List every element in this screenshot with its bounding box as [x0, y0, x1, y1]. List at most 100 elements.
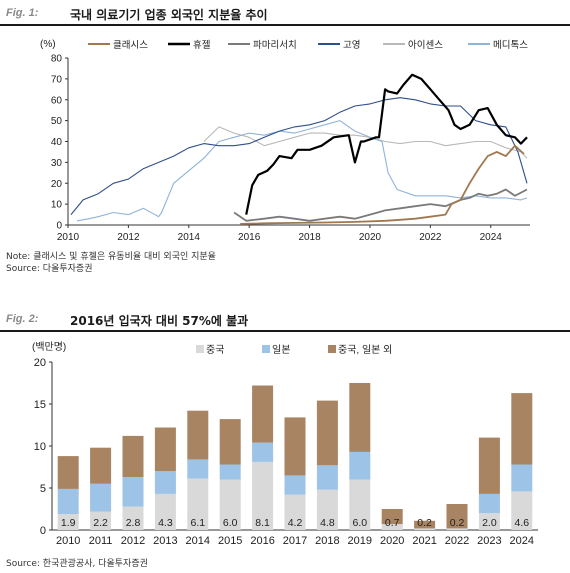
- figure1-x-tick-label: 2022: [419, 232, 442, 243]
- figure2-y-unit: (백만명): [32, 341, 66, 353]
- figure1-legend-label: 아이센스: [408, 40, 443, 51]
- figure2-data-label: 2.2: [93, 517, 108, 529]
- figure2-bar-segment: [414, 528, 436, 530]
- figure1-source: Source: 다올투자증권: [6, 264, 93, 274]
- figure2-data-label: 6.1: [190, 517, 205, 529]
- figure2-bar-segment: [284, 494, 306, 530]
- figure2-bar-segment: [349, 451, 371, 480]
- figure2-data-label: 4.8: [320, 517, 335, 529]
- figure2-data-label: 1.9: [61, 517, 76, 529]
- figure2-bar-segment: [349, 383, 371, 452]
- figure1-y-tick-label: 20: [51, 179, 63, 190]
- figure2-bar-segment: [478, 513, 500, 530]
- figure2-bar-segment: [252, 442, 274, 462]
- figure1-y-tick-label: 70: [51, 74, 63, 85]
- figure2-x-tick-label: 2023: [477, 535, 501, 547]
- figure2-data-label: 0.2: [450, 517, 465, 529]
- figure1-y-unit: (%): [40, 39, 56, 50]
- figure2-bar-segment: [316, 400, 338, 466]
- figure2-bar-segment: [57, 514, 79, 530]
- figure1-series-line: [240, 144, 525, 225]
- figure1-legend-label: 파마리서치: [253, 39, 297, 51]
- figure2-bar-segment: [478, 437, 500, 494]
- figure1-y-tick-label: 0: [56, 221, 62, 232]
- figure2-bar-segment: [90, 483, 112, 512]
- figure2-label: Fig. 2:: [6, 313, 39, 325]
- figure2-x-tick-label: 2016: [250, 535, 274, 547]
- figure2-bar-segment: [252, 385, 274, 443]
- figure1-note: Note: 클래시스 및 휴젤은 유동비율 대비 외국인 지분율: [6, 252, 216, 262]
- figure2-data-label: 6.0: [352, 517, 367, 529]
- figure1-header: Fig. 1: 국내 의료기기 업종 외국인 지분율 추이: [0, 4, 570, 26]
- figure2-x-tick-label: 2020: [380, 535, 404, 547]
- figure2-bar-segment: [57, 456, 79, 489]
- figure2-legend-swatch: [196, 345, 204, 353]
- figure1-y-tick-label: 50: [51, 116, 63, 127]
- figure2-data-label: 0.2: [417, 517, 432, 529]
- figure2-bar-segment: [349, 479, 371, 530]
- figure2-bar-segment: [219, 479, 241, 530]
- figure2-x-tick-label: 2021: [412, 535, 436, 547]
- figure1-legend-label: 휴젤: [193, 39, 211, 51]
- figure2-x-tick-label: 2014: [186, 535, 210, 547]
- figure2-x-tick-label: 2019: [348, 535, 372, 547]
- figure1-x-tick-label: 2024: [480, 232, 503, 243]
- figure1-title: 국내 의료기기 업종 외국인 지분율 추이: [70, 8, 268, 22]
- figure2-bar-segment: [252, 462, 274, 530]
- figure2-bar-segment: [154, 493, 176, 530]
- figure2-data-label: 4.6: [514, 517, 529, 529]
- figure2-bar-segment: [478, 493, 500, 514]
- figure1-legend-label: 메디톡스: [493, 40, 528, 51]
- figure2-data-label: 4.2: [288, 517, 303, 529]
- figure2-bar-segment: [316, 465, 338, 490]
- figure2-x-tick-label: 2024: [510, 535, 534, 547]
- figure2-bar-segment: [154, 427, 176, 472]
- figure2-y-tick-label: 20: [34, 357, 46, 369]
- figure2-bar-segment: [90, 447, 112, 484]
- figure2-bar-segment: [219, 419, 241, 465]
- figure2-bar-segment: [446, 504, 468, 529]
- figure1-y-tick-label: 10: [51, 200, 63, 211]
- figure2-x-tick-label: 2017: [283, 535, 307, 547]
- figure2-legend-label: 중국: [206, 344, 224, 356]
- figure2-bar-segment: [57, 488, 79, 514]
- figure2-x-tick-label: 2013: [153, 535, 177, 547]
- figure2-bar-segment: [187, 478, 209, 530]
- figure2-bar-segment: [414, 520, 436, 529]
- figure2-bar-segment: [284, 417, 306, 476]
- figure2-y-tick-label: 5: [40, 483, 46, 495]
- figure2-y-tick-label: 10: [34, 441, 46, 453]
- figure2-bar-segment: [511, 464, 533, 492]
- figure2-data-label: 4.3: [158, 517, 173, 529]
- figure2-bar-segment: [122, 477, 144, 507]
- figure2-header: Fig. 2: 2016년 입국자 대비 57%에 불과: [0, 310, 570, 332]
- figure2-data-label: 8.1: [255, 517, 270, 529]
- figure1-x-tick-label: 2018: [298, 232, 321, 243]
- figure1-series-line: [233, 188, 528, 222]
- figure2-data-label: 2.0: [482, 517, 497, 529]
- figure1-x-tick-label: 2010: [57, 232, 80, 243]
- figure2-legend-swatch: [328, 345, 336, 353]
- figure1-legend-label: 클래시스: [113, 40, 148, 51]
- figure2-bar-segment: [316, 489, 338, 530]
- figure2-legend-label: 일본: [272, 344, 290, 356]
- figure2-bar-segment: [90, 511, 112, 530]
- figure2-legend-label: 중국, 일본 외: [338, 344, 392, 356]
- figure1-x-tick-label: 2020: [359, 232, 382, 243]
- figure2-legend-swatch: [262, 345, 270, 353]
- figure2-title: 2016년 입국자 대비 57%에 불과: [70, 314, 249, 328]
- figure2-x-tick-label: 2012: [121, 535, 145, 547]
- figure1-label: Fig. 1:: [6, 7, 39, 19]
- figure1-x-tick-label: 2016: [238, 232, 261, 243]
- figure1-y-tick-label: 60: [51, 95, 63, 106]
- figure2-data-label: 6.0: [223, 517, 238, 529]
- figure1-y-tick-label: 80: [51, 54, 63, 65]
- figure2-data-label: 2.8: [126, 517, 141, 529]
- figure1-series-line: [245, 73, 528, 215]
- figure1-x-tick-label: 2014: [178, 232, 201, 243]
- figure2-bar-segment: [284, 475, 306, 495]
- figure1-x-tick-label: 2012: [117, 232, 140, 243]
- figure1-series-line: [77, 120, 528, 222]
- figure2-bar-chart: (백만명) 0 5 10 15 20 중국 일본 중국, 일본 외 1.9 2010 2.2 2011 2…: [32, 341, 538, 547]
- figure2-bar-segment: [381, 509, 403, 525]
